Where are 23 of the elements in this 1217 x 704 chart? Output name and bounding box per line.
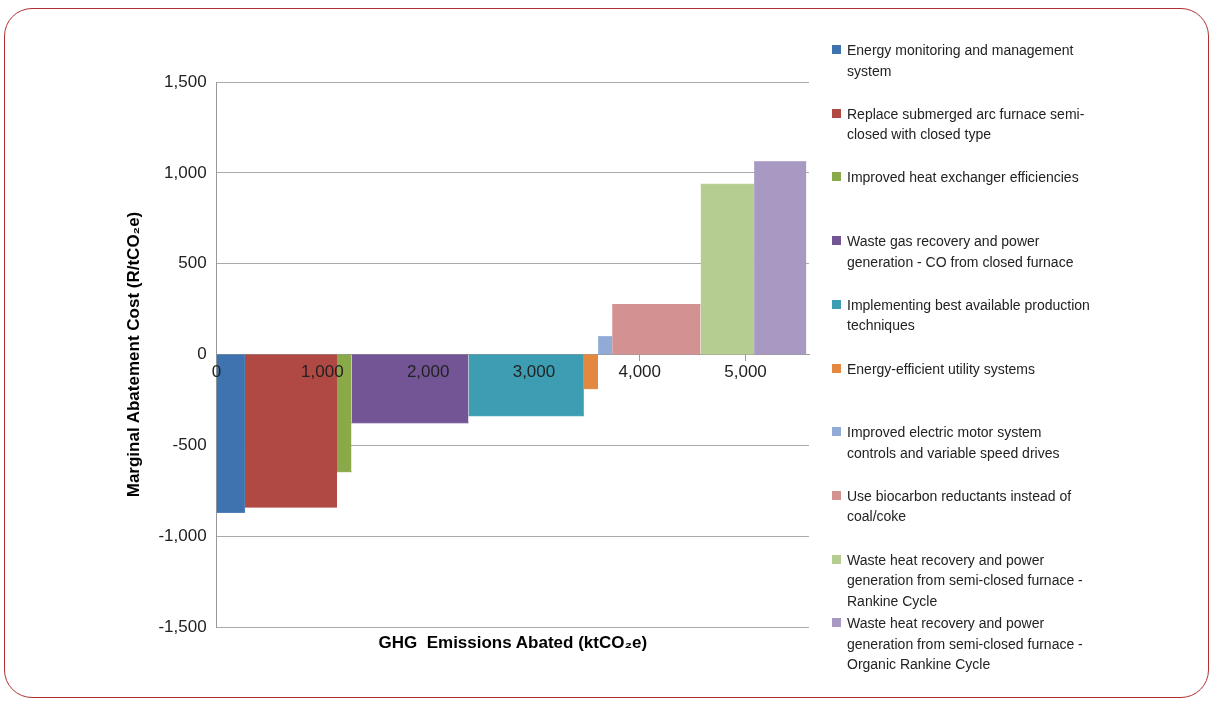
legend-label: Replace submerged arc furnace semi-closed with closed type: [847, 104, 1086, 145]
legend-label: Waste heat recovery and power generation from semi-closed furnace - Rankine Cycle: [847, 550, 1084, 611]
x-tick-label: 2,000: [406, 361, 450, 381]
x-tick-label: 4,000: [618, 361, 662, 381]
y-tick-label: 1,500: [164, 71, 207, 91]
legend-label: Energy-efficient utility systems: [847, 359, 1036, 379]
y-tick-label: -1,500: [158, 616, 207, 636]
y-tick-label: 1,000: [164, 162, 207, 182]
x-axis-title: GHG Emissions Abated (ktCO₂e): [378, 633, 648, 653]
legend-label: Energy monitoring and management system: [847, 41, 1075, 81]
legend-label: Improved heat exchanger efficiencies: [847, 168, 1079, 188]
y-tick-label: -500: [172, 435, 207, 455]
y-axis-title: Marginal Abatement Cost (R/tCO₂e): [123, 211, 143, 498]
x-tick-label: 5,000: [724, 361, 767, 381]
y-tick-label: 0: [197, 344, 207, 364]
legend-label: Waste heat recovery and power generation from semi-closed furnace - Organic Rankine Cycle: [847, 614, 1084, 675]
legend-label: Use biocarbon reductants instead of coal/coke: [847, 486, 1073, 527]
x-tick-label: 3,000: [512, 361, 556, 381]
y-tick-label: 500: [178, 253, 207, 273]
legend-label: Waste gas recovery and power generation - CO from closed furnace: [847, 232, 1075, 272]
y-tick-label: -1,000: [158, 525, 207, 545]
legend-label: Improved electric motor system controls and variable speed drives: [847, 423, 1061, 463]
legend-label: Implementing best available production techniques: [847, 295, 1091, 336]
